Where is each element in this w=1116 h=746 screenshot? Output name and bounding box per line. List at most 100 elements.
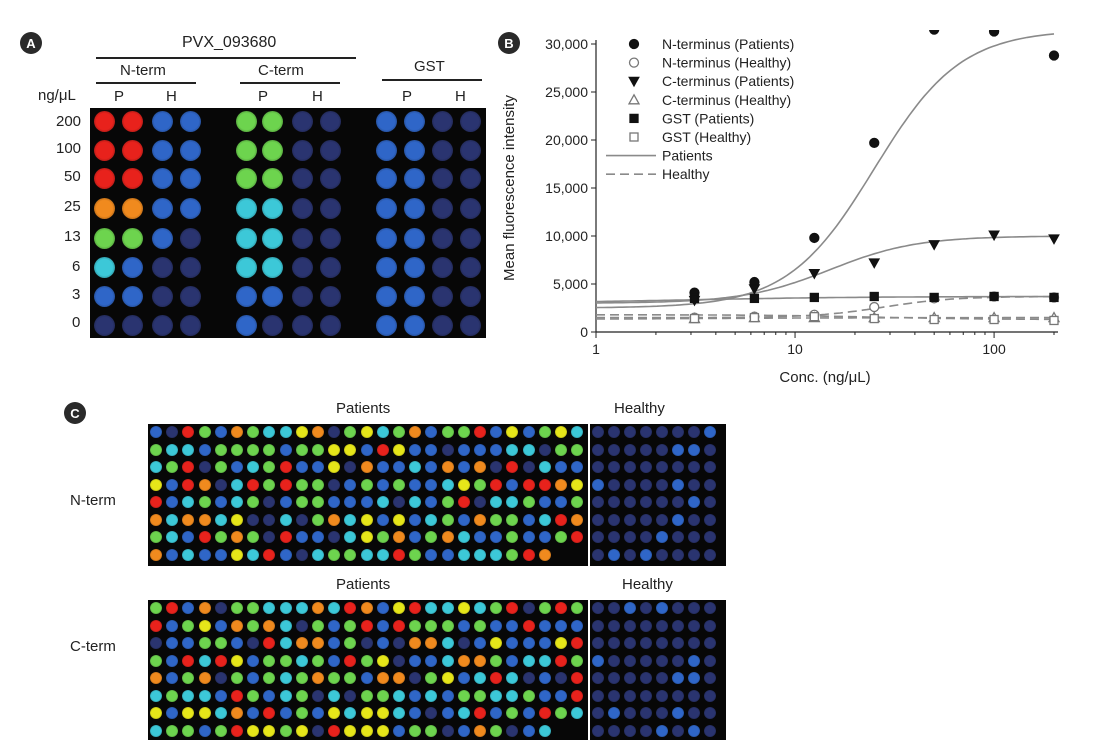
array-spot-a [291,285,313,307]
nterm-healthy-spot [704,478,716,491]
cterm-healthy-spot [624,619,636,632]
cterm-patient-spot [231,654,243,667]
cterm-patient-spot [231,637,243,649]
conc-label-5: 6 [72,258,81,275]
cterm-patient-spot [376,724,389,737]
legend-marker-open-triangle-up [627,93,641,105]
legend-label: C-terminus (Healthy) [662,92,791,108]
nterm-patient-spot [360,531,373,543]
array-spot-a [151,285,173,307]
nterm-patient-spot [198,443,211,456]
cterm-patient-spot [150,689,162,702]
cterm-patient-spot [214,724,227,737]
nterm-patient-spot [150,426,162,438]
cterm-patient-spot [182,619,195,632]
cterm-patient-spot [295,672,308,684]
nterm-patient-spot [457,548,470,561]
units-label: ng/μL [38,87,76,104]
nterm-patient-spot [555,531,567,543]
nterm-patient-spot [247,426,260,438]
y-tick-label: 10,000 [545,228,588,244]
nterm-healthy-spot [608,513,620,526]
cterm-rule [240,82,340,84]
nterm-healthy-spot [656,478,668,491]
cterm-patient-spot [328,707,341,719]
nterm-patient-spot [522,496,535,508]
nterm-patient-spot [474,478,486,491]
cterm-patient-spot [263,637,276,649]
cterm-patient-spot [441,602,454,614]
nterm-patient-spot [376,426,389,438]
cterm-patient-spot [474,672,486,684]
cterm-healthy-spot [592,619,604,632]
data-point-filled-circle [1048,50,1060,61]
nterm-patient-spot [150,548,162,561]
cterm-patient-spot [214,689,227,702]
cterm-patient-spot [490,602,503,614]
cterm-patient-spot [312,724,324,737]
array-spot-a [431,167,453,189]
nterm-patient-spot [490,496,503,508]
nterm-healthy-spot [672,461,684,473]
cterm-patient-spot [409,602,422,614]
nterm-healthy-spot [656,531,668,543]
nterm-patient-spot [409,496,422,508]
cterm-healthy-spot [688,724,700,737]
cterm-patient-spot [538,689,551,702]
cterm-healthy-spot [640,654,652,667]
cterm-patient-spot [360,619,373,632]
nterm-patient-spot [571,531,584,543]
cterm-healthy-label: Healthy [622,576,673,593]
array-spot-a [319,197,341,219]
cterm-patient-spot [393,619,405,632]
cterm-patient-spot [214,707,227,719]
array-spot-a [151,314,173,336]
cterm-patient-spot [376,654,389,667]
cterm-healthy-spot [592,724,604,737]
array-spot-a [179,256,201,278]
nterm-healthy-spot [624,443,636,456]
cterm-patient-spot [231,602,243,614]
array-spot-a [431,256,453,278]
cterm-patient-spot [312,637,324,649]
nterm-patient-spot [538,443,551,456]
panel-b-badge: B [498,32,520,54]
nterm-healthy-spot [656,496,668,508]
cterm-patient-spot [231,707,243,719]
array-spot-a [403,227,425,249]
nterm-patient-spot [441,443,454,456]
nterm-healthy-spot [624,426,636,438]
cterm-healthy-spot [704,619,716,632]
nterm-patient-spot [198,496,211,508]
nterm-healthy-spot [608,443,620,456]
nterm-patient-spot [425,496,438,508]
cterm-patient-spot [522,619,535,632]
data-point-open-square [749,312,760,323]
nterm-healthy-spot [672,513,684,526]
array-spot-a [151,227,173,249]
cterm-patient-spot [182,654,195,667]
array-spot-a [431,139,453,161]
cterm-patient-spot [279,689,292,702]
cterm-healthy-spot [656,654,668,667]
nterm-patient-spot [328,548,341,561]
cterm-patient-spot [425,724,438,737]
cterm-healthy-spot [672,672,684,684]
nterm-patient-spot [360,496,373,508]
nterm-patient-spot [214,531,227,543]
nterm-patient-spot [409,513,422,526]
array-spot-a [403,256,425,278]
nterm-healthy-spot [608,478,620,491]
nterm-patient-spot [409,531,422,543]
cterm-patient-spot [409,654,422,667]
cterm-patient-spot [344,707,357,719]
conc-label-4: 13 [64,228,81,245]
panel-a-badge: A [20,32,42,54]
nterm-patient-spot [425,478,438,491]
conc-label-2: 50 [64,168,81,185]
cterm-healthy-spot [624,724,636,737]
array-spot-a [291,167,313,189]
nterm-patient-spot [182,443,195,456]
conc-label-0: 200 [56,113,82,130]
nterm-patient-spot [571,496,584,508]
